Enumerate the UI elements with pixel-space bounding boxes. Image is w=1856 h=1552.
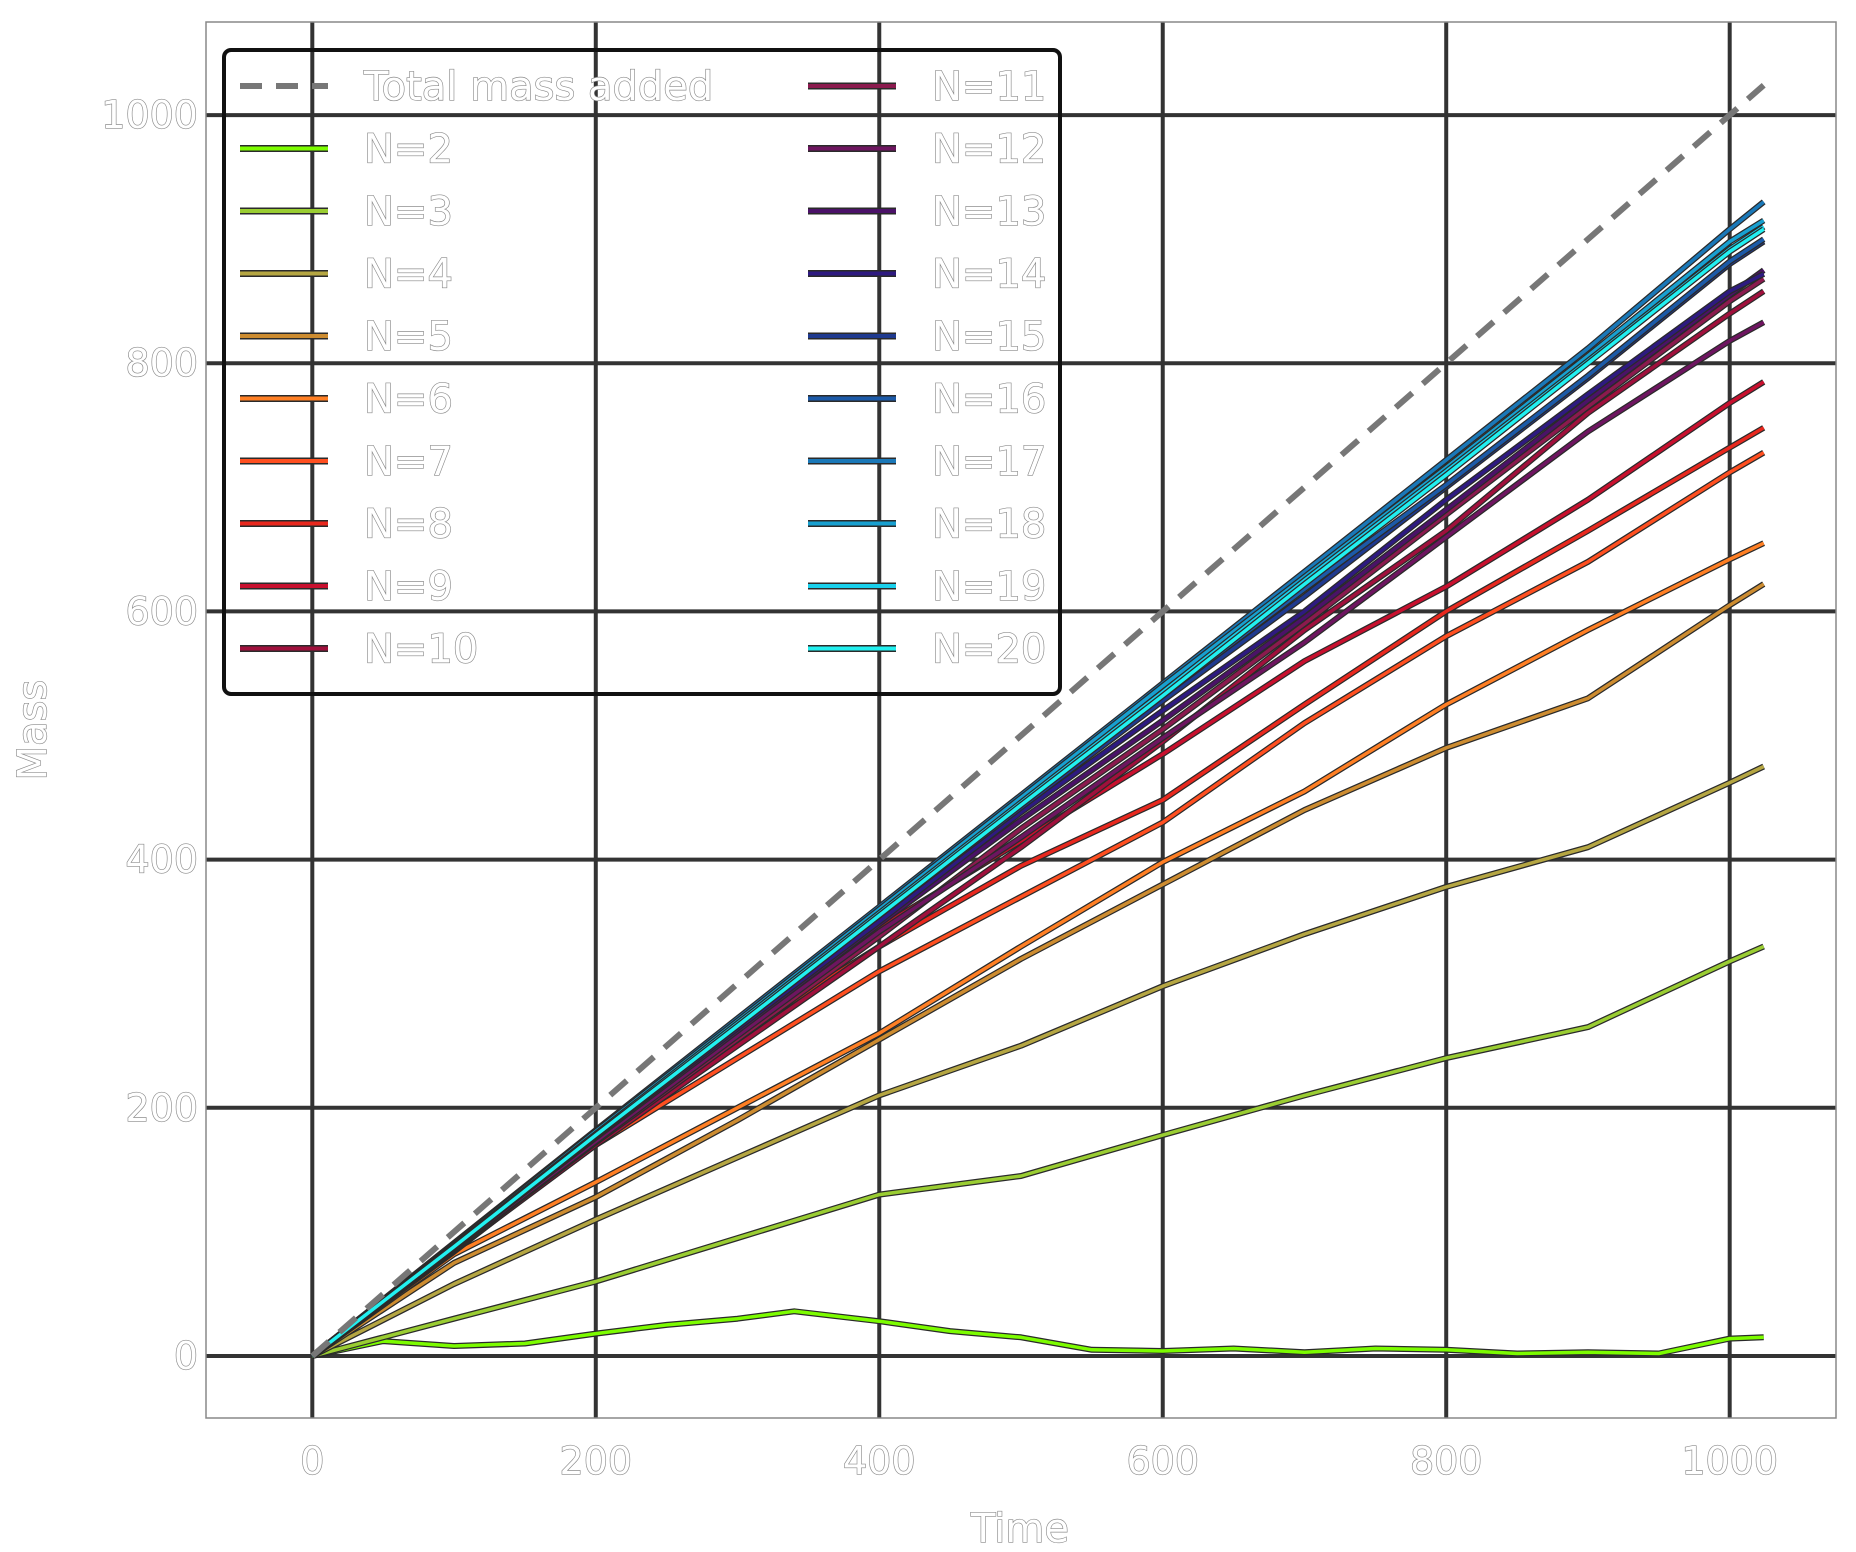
legend-label: N=20 xyxy=(932,627,1046,673)
legend-entry-Total mass added: Total mass added xyxy=(240,63,714,111)
legend-entry-N=9: N=9 xyxy=(240,563,454,611)
y-tick-label: 0 xyxy=(174,1334,198,1378)
legend-entry-N=2: N=2 xyxy=(240,126,454,173)
legend-label: N=6 xyxy=(364,377,453,423)
legend: Total mass added N=2 N=3 N=4 N=5 N=6 N=7 N=8 N=9… xyxy=(222,48,1062,696)
series-line-N=3 xyxy=(311,943,1765,1359)
legend-entry-N=3: N=3 xyxy=(240,188,454,236)
legend-label: N=8 xyxy=(364,502,453,548)
x-tick-label: 1000 xyxy=(1681,1439,1778,1483)
series-stroke xyxy=(311,944,1765,1358)
legend-entry-N=4: N=4 xyxy=(240,251,454,298)
series-line-N=2 xyxy=(311,1308,1764,1359)
legend-entry-N=14: N=14 xyxy=(808,251,1047,298)
series-stroke xyxy=(311,764,1765,1358)
y-tick-label: 800 xyxy=(125,341,198,385)
legend-label: N=19 xyxy=(932,564,1046,610)
y-tick-label: 200 xyxy=(125,1086,198,1130)
legend-entry-N=15: N=15 xyxy=(808,313,1047,361)
x-tick-label: 200 xyxy=(560,1439,633,1483)
legend-entry-N=6: N=6 xyxy=(240,376,454,423)
legend-entry-N=13: N=13 xyxy=(808,188,1047,236)
y-tick-label: 1000 xyxy=(101,93,198,137)
legend-frame xyxy=(222,48,1062,696)
x-axis-label: Time xyxy=(970,1506,1069,1552)
series-stroke xyxy=(311,1309,1764,1358)
legend-entry-N=16: N=16 xyxy=(808,376,1047,423)
legend-entry-N=8: N=8 xyxy=(240,501,454,548)
legend-label: N=13 xyxy=(932,189,1046,235)
legend-entry-N=5: N=5 xyxy=(240,313,454,361)
legend-entry-N=20: N=20 xyxy=(808,626,1047,673)
series-stroke xyxy=(311,227,1765,1358)
y-axis-label: Mass xyxy=(10,680,56,781)
series-stroke xyxy=(311,541,1765,1358)
legend-label: N=9 xyxy=(364,564,453,610)
legend-entry-N=19: N=19 xyxy=(808,563,1047,611)
plot-frame xyxy=(205,21,1837,1419)
legend-label: N=16 xyxy=(932,377,1046,423)
legend-entry-N=18: N=18 xyxy=(808,501,1047,548)
legend-entry-N=17: N=17 xyxy=(808,438,1047,486)
x-tick-label: 600 xyxy=(1126,1439,1199,1483)
legend-label: N=11 xyxy=(932,64,1046,110)
series-line-N=5 xyxy=(310,581,1766,1359)
series-line-N=4 xyxy=(310,763,1765,1359)
series-stroke xyxy=(311,582,1765,1358)
legend-entry-N=11: N=11 xyxy=(808,63,1047,111)
legend-label: N=18 xyxy=(932,502,1046,548)
x-tick-label: 800 xyxy=(1410,1439,1483,1483)
series-lines xyxy=(310,83,1766,1359)
legend-label: N=10 xyxy=(364,627,478,673)
legend-label: N=3 xyxy=(364,189,453,235)
legend-entry-N=7: N=7 xyxy=(240,438,454,486)
legend-label: N=7 xyxy=(364,439,453,485)
series-line-N=20 xyxy=(310,226,1766,1359)
series-line-N=6 xyxy=(310,540,1765,1359)
legend-label: N=12 xyxy=(932,127,1046,173)
legend-label: Total mass added xyxy=(363,64,713,110)
x-tick-label: 400 xyxy=(843,1439,916,1483)
legend-label: N=5 xyxy=(364,314,453,360)
legend-label: N=4 xyxy=(364,252,453,298)
y-tick-label: 400 xyxy=(125,838,198,882)
legend-entry-N=10: N=10 xyxy=(240,626,479,673)
legend-label: N=17 xyxy=(932,439,1046,485)
legend-entry-N=12: N=12 xyxy=(808,126,1047,173)
y-tick-label: 600 xyxy=(125,589,198,633)
legend-label: N=2 xyxy=(364,127,453,173)
x-tick-label: 0 xyxy=(300,1439,324,1483)
legend-label: N=15 xyxy=(932,314,1046,360)
tick-labels: 0 200 400 600 800 1000 0 200 400 600 800 1000 xyxy=(101,92,1779,1483)
legend-label: N=14 xyxy=(932,252,1046,298)
